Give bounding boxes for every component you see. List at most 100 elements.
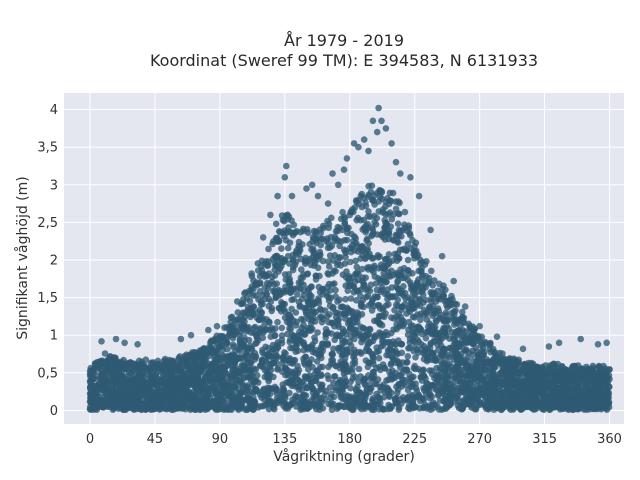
data-point [310,227,318,235]
data-point [434,295,442,303]
data-point [219,377,227,385]
data-point [416,296,423,303]
data-point [447,395,454,403]
data-point [262,343,269,351]
data-point [364,193,372,200]
data-point [299,340,307,348]
data-point [347,248,355,256]
data-point [288,296,296,304]
data-point [341,337,349,345]
data-point [155,360,163,368]
data-point [404,353,412,360]
data-point [462,346,470,354]
data-point [481,401,488,409]
data-point [381,331,388,339]
data-point [454,327,462,335]
data-point [327,390,335,398]
data-point [302,307,310,315]
data-point [329,270,336,277]
data-point [241,389,249,396]
data-point [395,255,403,262]
data-point [343,346,350,354]
data-point [351,346,358,354]
data-point [341,382,349,390]
data-point [432,357,440,365]
data-point [474,377,482,385]
data-point [347,295,355,302]
data-point [468,376,475,384]
data-point [288,331,296,339]
data-point [388,267,395,275]
data-point [310,298,317,305]
data-point [208,379,216,387]
data-point [300,291,308,299]
data-point [398,306,405,314]
data-point [423,316,431,323]
data-point [358,265,366,273]
data-point [454,385,462,392]
data-point [418,288,426,295]
data-point [252,340,259,348]
data-point [295,284,302,292]
data-point [510,355,518,363]
data-point [400,321,408,328]
data-point [378,189,386,196]
data-point [472,367,480,374]
data-point [376,405,383,413]
data-point [342,249,349,257]
data-point [388,284,396,291]
data-point [100,370,108,378]
data-point [282,357,290,364]
data-point [369,254,377,262]
data-point [404,256,412,264]
data-point [214,349,222,357]
data-point [316,406,323,414]
data-point [409,305,417,313]
data-point [294,362,301,370]
data-point [250,365,258,373]
data-point [309,233,317,241]
data-point [440,293,447,300]
data-point [282,365,290,373]
data-point [347,324,354,331]
data-point [469,357,476,365]
data-point [350,274,357,281]
data-point [479,340,487,347]
data-point [232,372,239,380]
data-point [353,198,360,206]
data-point [278,245,285,252]
data-point [405,404,412,412]
data-point [361,255,369,263]
data-point [229,341,237,349]
data-point [105,395,112,403]
data-point [227,400,235,407]
data-point [434,375,441,382]
data-point [355,311,362,318]
data-point [381,236,389,243]
data-point [256,306,264,314]
data-point [325,263,333,270]
data-point [454,363,462,370]
data-point [276,399,283,407]
data-point [287,325,295,333]
data-point [311,370,319,378]
data-point [362,274,370,282]
data-point [294,291,301,298]
data-point [289,396,296,404]
data-point [202,398,210,406]
data-point [257,402,265,410]
data-point [325,375,332,383]
data-point [273,280,281,288]
data-point [148,368,155,375]
data-point [433,364,440,372]
data-point [398,349,406,357]
data-point [459,359,467,366]
data-point [390,326,397,333]
data-point [439,390,447,398]
data-point [209,398,216,406]
data-point [233,365,241,373]
data-point [530,391,538,399]
data-point [473,348,481,356]
data-point [108,385,115,392]
data-point [365,208,372,215]
